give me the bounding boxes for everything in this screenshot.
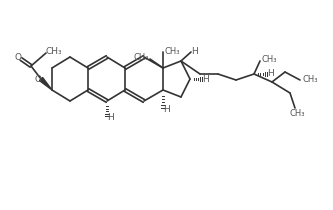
- Text: H: H: [108, 113, 114, 122]
- Text: H: H: [268, 70, 274, 79]
- Text: CH₃: CH₃: [164, 46, 180, 55]
- Text: CH₃: CH₃: [302, 76, 318, 84]
- Text: H: H: [191, 46, 198, 55]
- Text: H: H: [202, 75, 209, 84]
- Text: CH₃: CH₃: [261, 55, 277, 63]
- Text: CH₃: CH₃: [289, 109, 305, 118]
- Text: CH₃: CH₃: [133, 54, 149, 63]
- Text: H: H: [164, 105, 170, 113]
- Text: O: O: [35, 75, 42, 84]
- Polygon shape: [39, 77, 52, 90]
- Text: O: O: [15, 54, 22, 63]
- Text: CH₃: CH₃: [46, 46, 62, 55]
